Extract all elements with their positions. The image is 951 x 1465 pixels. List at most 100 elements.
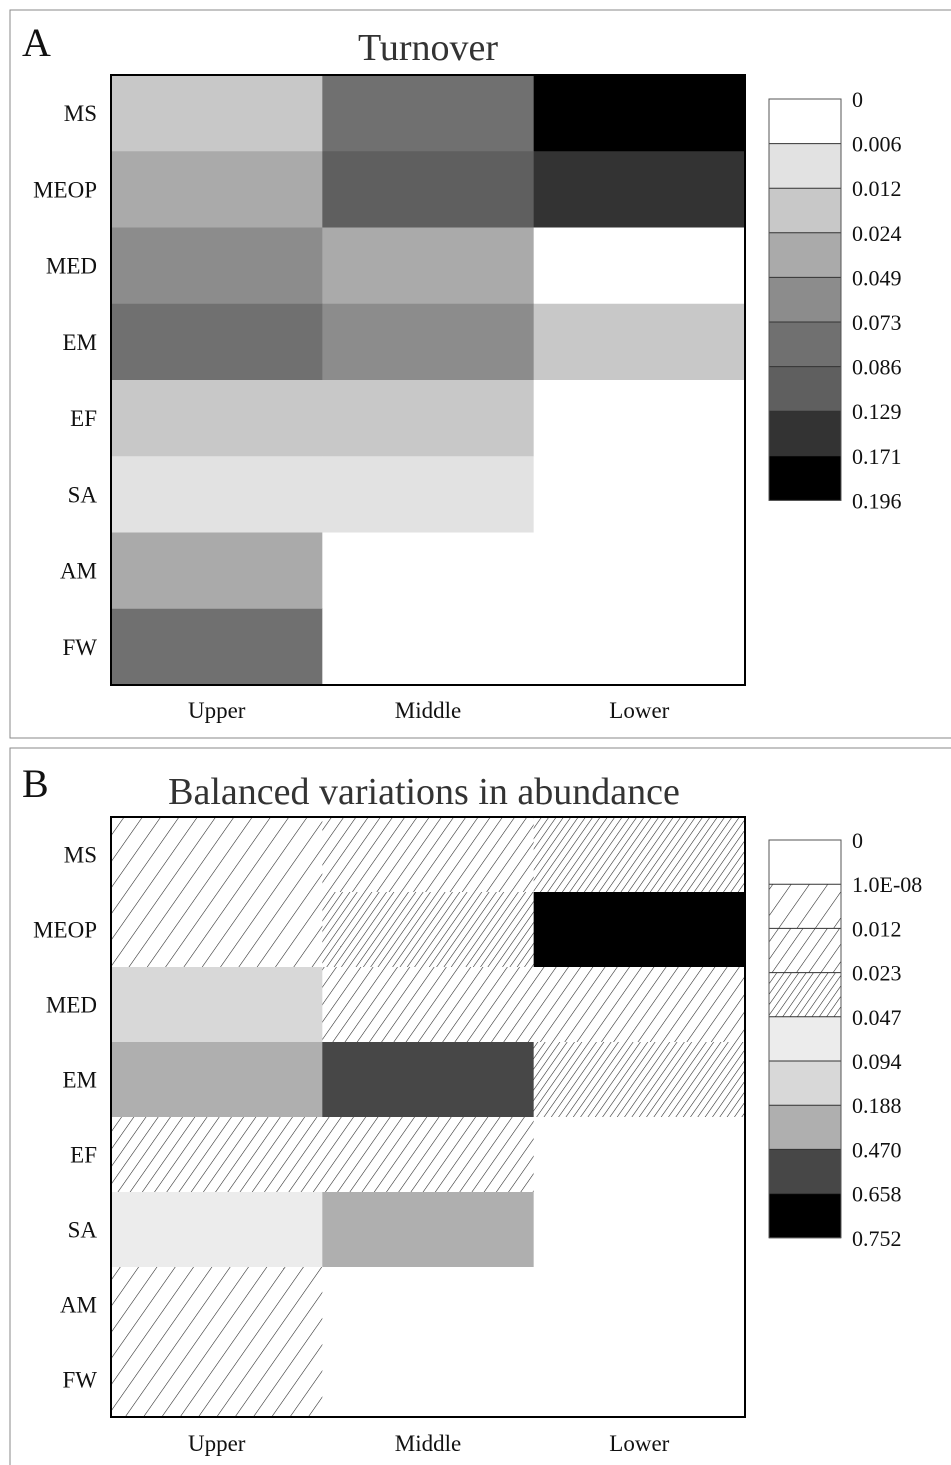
heatmap-cell-em-upper xyxy=(111,303,323,381)
heatmap-cell-ef-upper xyxy=(111,380,323,457)
legend-label: 0.073 xyxy=(852,310,902,335)
legend-label: 0.196 xyxy=(852,488,902,513)
heatmap-cell-med-middle xyxy=(322,227,535,305)
legend-swatch xyxy=(769,232,841,278)
heatmap-cell-med-middle xyxy=(322,967,535,1043)
heatmap-cell-sa-upper xyxy=(111,456,323,533)
legend-label: 0.470 xyxy=(852,1137,902,1162)
panel-b-title: Balanced variations in abundance xyxy=(168,771,680,813)
heatmap-cell-am-upper xyxy=(111,1267,323,1343)
panel-a: A Turnover MS MEOP MED EM EF SA AM FW Upper Middl… xyxy=(9,9,951,739)
legend-label: 0.129 xyxy=(852,399,902,424)
panel-a-letter: A xyxy=(22,20,51,65)
row-label: AM xyxy=(60,559,97,584)
panel-a-frame xyxy=(9,9,951,739)
column-label: Lower xyxy=(609,1431,669,1456)
legend-label: 0.188 xyxy=(852,1093,902,1118)
legend-swatch xyxy=(769,99,841,144)
legend-label: 0.012 xyxy=(852,916,902,941)
heatmap-cell-sa-middle xyxy=(322,456,535,533)
column-label: Middle xyxy=(395,1431,461,1456)
heatmap-cell-em-lower xyxy=(533,1042,746,1118)
heatmap-cell-ef-lower xyxy=(533,380,746,457)
legend-swatch xyxy=(769,1061,841,1106)
legend-swatch xyxy=(769,840,841,885)
legend-border xyxy=(768,98,842,501)
heatmap-cell-fw-lower xyxy=(533,1342,746,1418)
heatmap-cell-em-middle xyxy=(322,1042,535,1118)
heatmap-cell-ef-middle xyxy=(322,1117,535,1193)
legend-label: 0.171 xyxy=(852,444,902,469)
row-label: EM xyxy=(63,1068,98,1093)
plot-border xyxy=(110,74,746,686)
heatmap-cell-ef-upper xyxy=(111,1117,323,1193)
column-label: Upper xyxy=(188,698,246,723)
row-label: MED xyxy=(46,254,97,279)
legend-swatch xyxy=(769,1149,841,1194)
panel-a-title: Turnover xyxy=(358,27,498,69)
legend-border xyxy=(768,839,842,1239)
legend-swatch xyxy=(769,455,841,501)
legend-swatch xyxy=(769,1105,841,1150)
legend-label: 0.086 xyxy=(852,355,902,380)
heatmap-cell-sa-lower xyxy=(533,456,746,533)
legend-label: 0.006 xyxy=(852,132,902,157)
row-label: FW xyxy=(63,1368,98,1393)
heatmap-cell-med-lower xyxy=(533,967,746,1043)
row-label: MS xyxy=(64,101,97,126)
legend-swatch xyxy=(769,366,841,412)
legend-swatch xyxy=(769,884,841,929)
legend-swatch xyxy=(769,1016,841,1062)
panel-b-letter: B xyxy=(22,761,49,806)
column-label: Lower xyxy=(609,698,669,723)
column-label: Upper xyxy=(188,1431,246,1456)
heatmap-cell-meop-middle xyxy=(322,892,535,968)
heatmap-cell-fw-upper xyxy=(111,1342,323,1418)
legend-swatch xyxy=(769,928,841,973)
panel-b: B Balanced variations in abundance MS MEO… xyxy=(9,747,951,1465)
row-label: MED xyxy=(46,993,97,1018)
legend-label: 0.047 xyxy=(852,1005,902,1030)
legend-label: 0.024 xyxy=(852,221,902,246)
legend-label: 0.012 xyxy=(852,176,902,201)
heatmap-cell-sa-lower xyxy=(533,1192,746,1268)
heatmap-cell-med-lower xyxy=(533,227,746,305)
heatmap-cell-ms-lower xyxy=(533,75,746,152)
heatmap-cell-ms-upper xyxy=(111,75,323,152)
heatmap-cell-am-upper xyxy=(111,532,323,610)
row-label: MEOP xyxy=(33,177,97,202)
legend-label: 0.049 xyxy=(852,265,902,290)
heatmap-cell-ms-middle xyxy=(322,817,535,893)
legend-swatch xyxy=(769,143,841,189)
heatmap-cell-ms-middle xyxy=(322,75,535,152)
heatmap-cell-fw-lower xyxy=(533,608,746,686)
legend-swatch xyxy=(769,411,841,457)
panel-a-legend: 0 0.006 0.012 0.024 0.049 0.073 0.086 0.129 0.17… xyxy=(768,87,902,513)
row-label: SA xyxy=(68,482,98,507)
legend-swatch xyxy=(769,972,841,1018)
row-label: EM xyxy=(63,330,98,355)
row-label: MEOP xyxy=(33,918,97,943)
panel-b-legend: 0 1.0E-08 0.012 0.023 0.047 0.094 0.188 0.470 0.… xyxy=(768,828,922,1251)
heatmap-cell-fw-middle xyxy=(322,1342,535,1418)
panel-b-frame xyxy=(9,747,951,1465)
legend-swatch xyxy=(769,1193,841,1239)
heatmap-cell-sa-middle xyxy=(322,1192,535,1268)
legend-swatch xyxy=(769,277,841,323)
heatmap-cell-med-upper xyxy=(111,227,323,305)
row-label: EF xyxy=(70,1143,97,1168)
heatmap-cell-med-upper xyxy=(111,967,323,1043)
heatmap-cell-ef-lower xyxy=(533,1117,746,1193)
legend-label: 0.094 xyxy=(852,1049,902,1074)
heatmap-cell-fw-upper xyxy=(111,608,323,686)
legend-swatch xyxy=(769,322,841,367)
heatmap-cell-meop-upper xyxy=(111,892,323,968)
row-label: MS xyxy=(64,843,97,868)
legend-label: 0.658 xyxy=(852,1182,902,1207)
row-label: EF xyxy=(70,406,97,431)
heatmap-cell-ms-lower xyxy=(533,817,746,893)
heatmap-cell-sa-upper xyxy=(111,1192,323,1268)
heatmap-cell-am-lower xyxy=(533,532,746,610)
heatmap-cell-ms-upper xyxy=(111,817,323,893)
